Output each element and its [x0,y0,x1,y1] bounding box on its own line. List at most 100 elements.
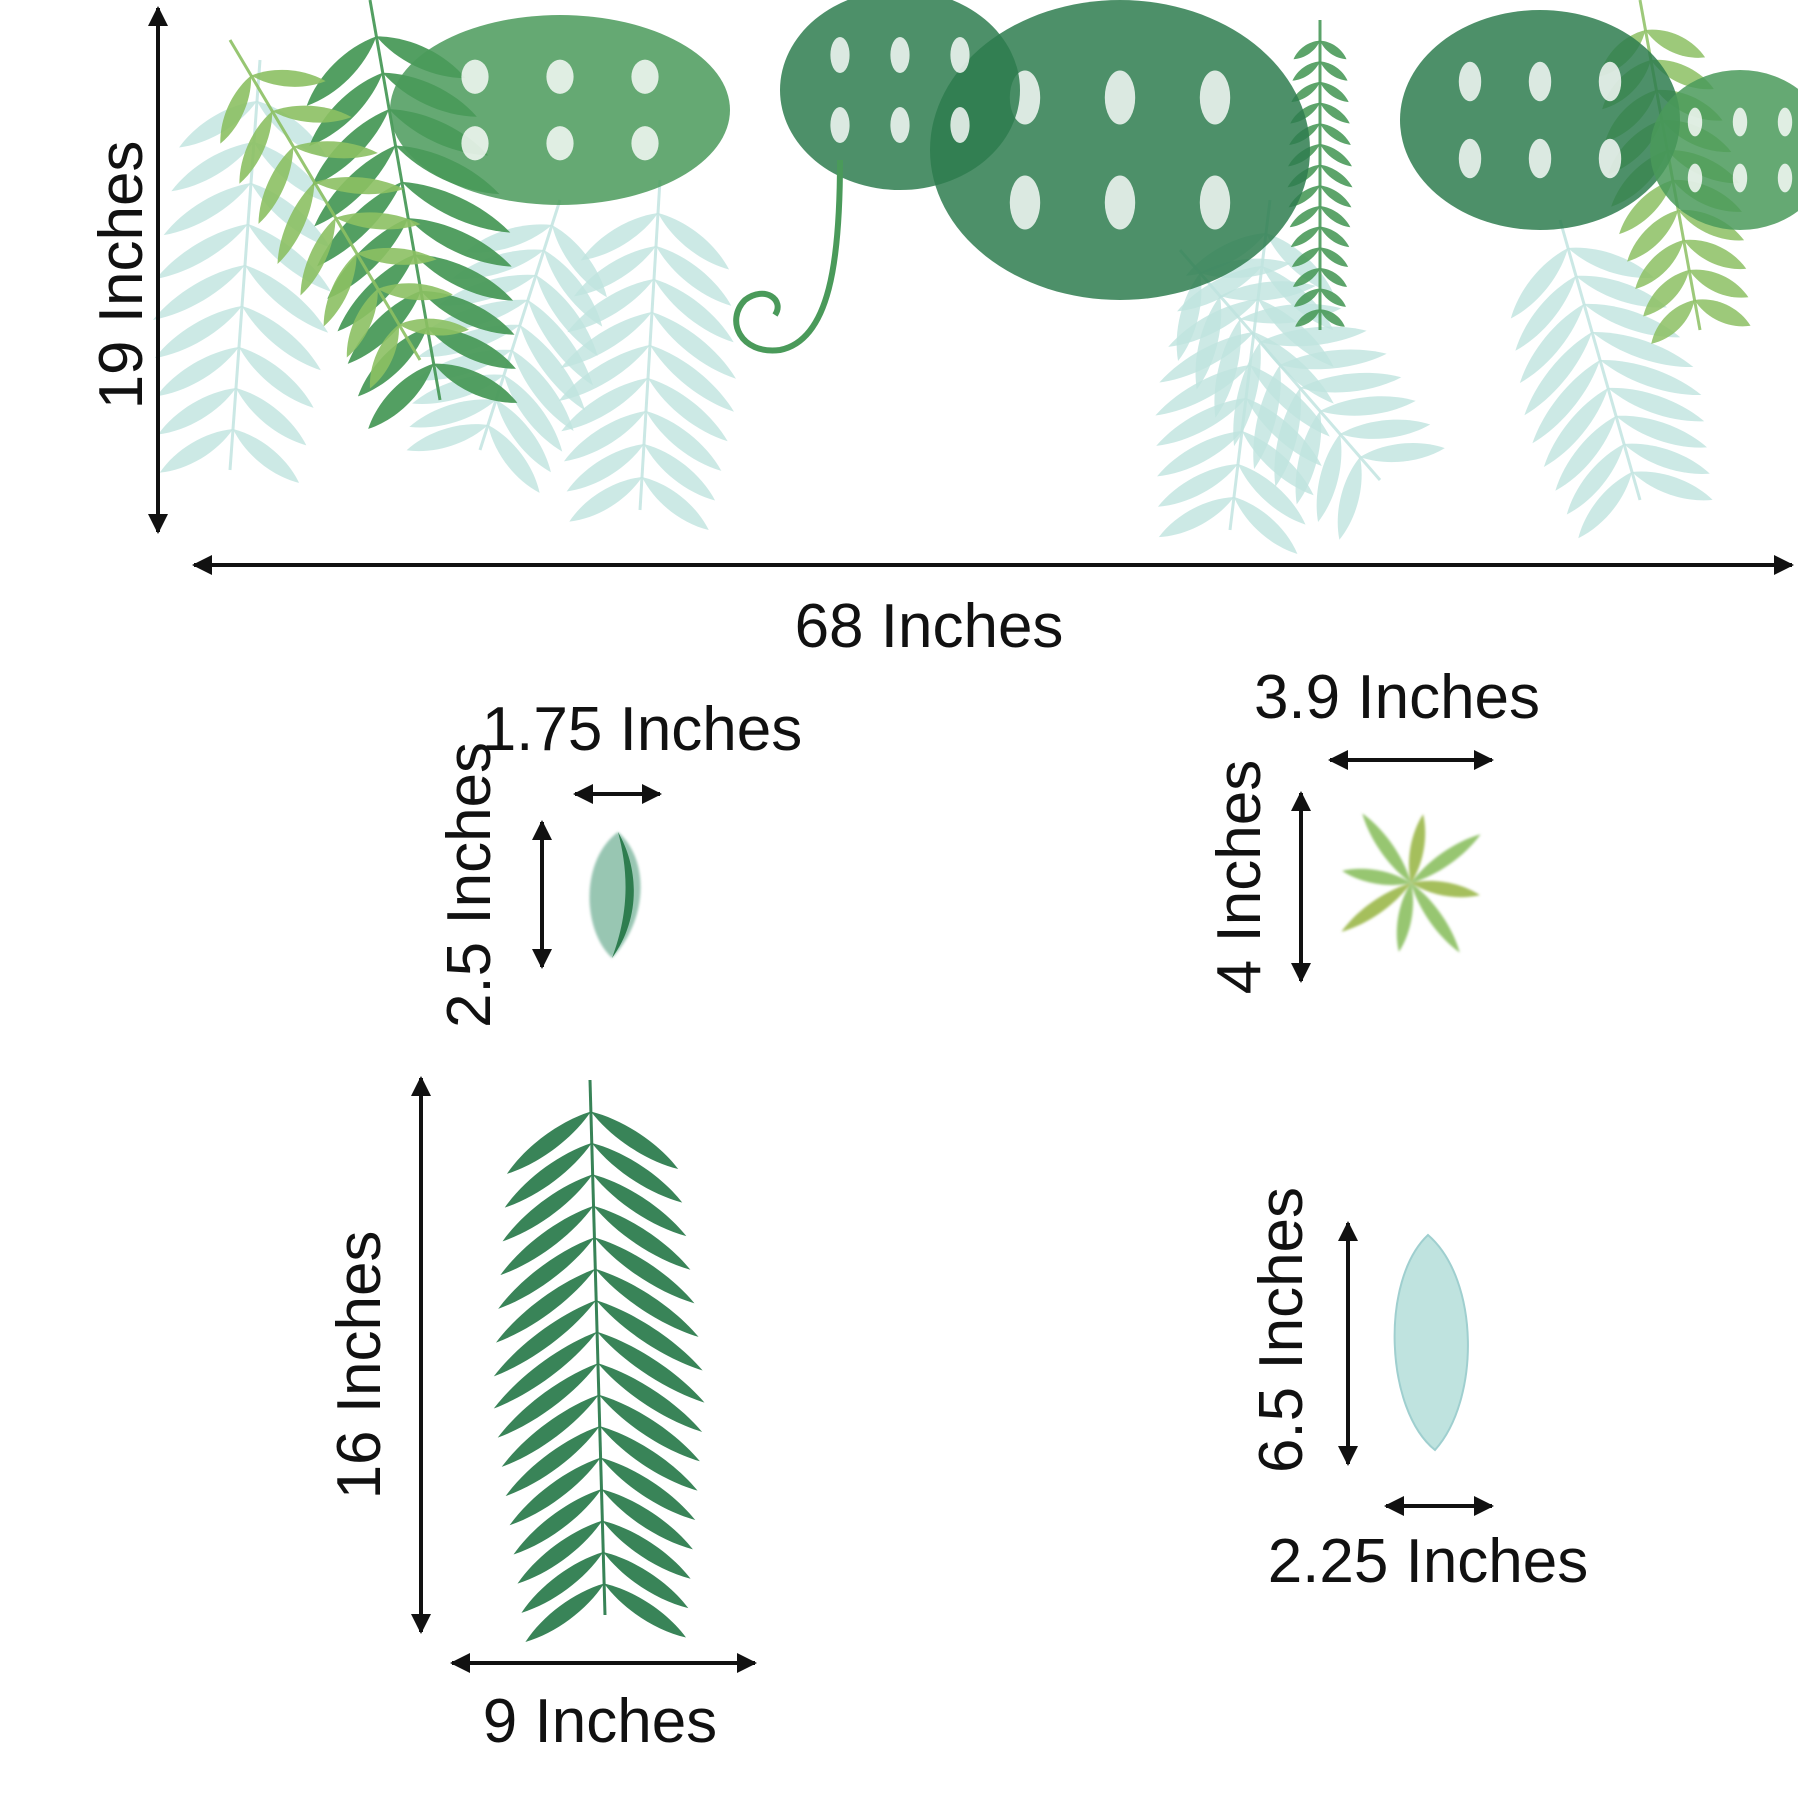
stem [228,39,422,361]
leaf-hole [1732,163,1748,193]
main-height-label: 19 Inches [87,141,156,410]
leaflet [504,375,563,452]
leaflet [1576,275,1667,308]
leaflet [504,1142,592,1208]
leaflet [1360,443,1445,463]
leaflet [236,388,307,446]
leaflet [1320,164,1353,188]
leaflet [171,142,254,192]
leaflet [272,105,352,123]
leaflet [1694,299,1751,327]
palm-frond-piece [493,1079,705,1643]
leaflet [220,75,252,144]
leaf-hole [1687,163,1703,193]
leaf-hole [1104,175,1136,230]
leaflet [597,1331,705,1403]
leaf-hole [1199,70,1231,125]
leaflet [277,182,315,265]
leaflet [520,325,585,411]
leaflet [1292,61,1320,81]
leaflet [1608,387,1705,422]
leaflet [525,1583,605,1643]
leaflet [1337,457,1362,540]
leaflet [500,1205,594,1276]
star-leaf-height-label: 4 Inches [1205,760,1274,994]
leaf-hole [1528,61,1552,102]
feather-leaf-piece [1393,1233,1469,1452]
leaf-hole [1598,138,1622,179]
leaflet [347,290,421,364]
leaflet [602,1520,691,1579]
leaflet [1411,834,1481,883]
leaflet [1683,239,1747,270]
leaflet [1568,247,1654,278]
leaflet [409,399,496,428]
leaflet [1295,309,1320,327]
leaflet [1342,868,1411,886]
leaflet [1260,326,1367,347]
small-leaf-height-label: 2.5 Inches [435,742,504,1028]
leaflet [1515,276,1576,351]
leaflet [1320,396,1416,416]
leaflet [408,218,512,267]
leaf-hole [1777,163,1793,193]
monstera-leaf [1400,10,1680,230]
leaflet [1362,813,1411,883]
leaflet [242,306,321,371]
leaf-hole [1009,175,1041,230]
leaflet [368,363,434,429]
leaflet [1320,288,1346,307]
leaflet [398,318,469,336]
leaflet [498,1237,595,1309]
leaflet [251,69,326,87]
leaflet [1214,319,1241,418]
leaflet [642,477,709,531]
leaf-hole [1687,107,1703,137]
leaflet [569,477,642,522]
leaflet [1411,880,1480,898]
leaflet [493,1300,597,1377]
leaflet [233,429,300,483]
leaflet [544,250,603,327]
leaflet [599,1426,698,1491]
leaflet [558,345,650,402]
leaflet [652,312,736,379]
star-leaf-piece [1341,813,1481,953]
leaflet [654,279,734,343]
leaflet [309,72,383,147]
leaflet [493,1331,598,1409]
leaflet [465,224,552,253]
leaflet [601,1489,693,1550]
leaf-hole [830,107,850,143]
leaflet [401,181,511,233]
palm-frond-height-label: 16 Inches [325,1231,394,1500]
leaflet [1320,144,1352,167]
leaflet [1300,372,1402,393]
stem [588,1079,607,1616]
leaflet [1291,82,1320,103]
leaflet [590,1111,679,1170]
leaflet [156,347,239,397]
leaflet [1240,303,1342,324]
leaflet [1320,123,1351,145]
leaflet [377,283,453,301]
feather-blade [1393,1233,1469,1452]
leaf-hole [890,37,910,73]
leaf-hole [546,59,574,94]
leaf-hole [950,107,970,143]
leaflet [521,1552,604,1613]
leaflet [603,1552,689,1609]
leaflet [1320,102,1350,124]
leaflet [656,246,732,306]
leaflet [1616,415,1707,448]
leaflet [517,1520,603,1584]
leaflet [563,411,646,462]
leaf-hole [1199,175,1231,230]
leaflet [159,429,233,473]
leaflet [154,306,242,359]
leaflet [1689,269,1749,298]
leaflet [560,312,652,369]
small-leaf-width-label: 1.75 Inches [482,695,803,764]
leaflet [1290,226,1320,248]
